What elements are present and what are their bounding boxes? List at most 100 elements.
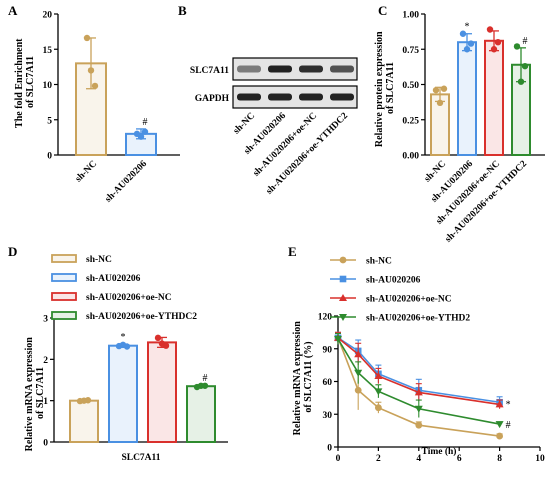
panel-d-legend-label-3: sh-AU020206+oe-YTHDC2 bbox=[86, 312, 197, 322]
panel-c-bar-1 bbox=[457, 41, 477, 157]
panel-a-point-1-1 bbox=[137, 133, 145, 140]
panel-e-legend-marker-2 bbox=[339, 294, 347, 301]
blot-band-1-3 bbox=[330, 93, 354, 101]
panel-a-sig-1: # bbox=[143, 117, 148, 128]
panel-e-point-3-0 bbox=[334, 335, 342, 343]
panel-a-plot: 0 5 10 15 20 # sh-NC sh-AU020206 bbox=[43, 11, 180, 205]
panel-c-label: C bbox=[378, 3, 387, 18]
panel-d-ylabel-line2: of SLC7A11 bbox=[35, 367, 46, 419]
panel-c-bar-2 bbox=[484, 39, 504, 156]
panel-a-category-label-0: sh-NC bbox=[74, 159, 99, 184]
panel-d-ylabel: Relative mRNA expression of SLC7A11 bbox=[24, 335, 46, 452]
panel-d-point-0-2 bbox=[84, 397, 92, 404]
blot-band-0-3 bbox=[330, 65, 354, 73]
panel-a-ylabel-line1: The fold Enrichment bbox=[14, 38, 25, 128]
panel-c-y-tick-label-0: 0.00 bbox=[402, 152, 419, 162]
panel-e-legend-label-2: sh-AU020206+oe-NC bbox=[366, 295, 452, 305]
panel-d-point-3-2 bbox=[201, 382, 209, 389]
blot-row-label-0: SLC7A11 bbox=[190, 66, 229, 76]
panel-d-ylabel-line1: Relative mRNA expression bbox=[24, 337, 35, 452]
blot-band-0-0 bbox=[237, 65, 261, 73]
panel-c-point-2-2 bbox=[494, 39, 502, 46]
panel-a-point-0-1 bbox=[87, 67, 95, 74]
panel-d-bar-3 bbox=[186, 385, 216, 444]
panel-e-y-tick-label-3: 90 bbox=[323, 345, 333, 355]
panel-e-point-3-4 bbox=[495, 421, 504, 429]
panel-e-x-tick-label-5: 10 bbox=[535, 454, 545, 464]
panel-c-ylabel: Relative protein expression of SLC7A11 bbox=[374, 29, 396, 147]
panel-c-sig-3: # bbox=[523, 36, 528, 47]
panel-d: D Relative mRNA expression of SLC7A11 0 1… bbox=[8, 244, 228, 463]
panel-e-point-0-3 bbox=[415, 421, 423, 429]
blot-row-label-1: GAPDH bbox=[195, 94, 230, 104]
panel-a-label: A bbox=[8, 3, 18, 18]
panel-d-plot: 0 1 2 3 * # SLC7A11 sh-NC sh-AU020206 sh-AU020206… bbox=[43, 254, 228, 463]
panel-a-ylabel-line2: of SLC7A11 bbox=[25, 56, 36, 108]
panel-c-y-tick-label-3: 0.75 bbox=[402, 46, 419, 56]
panel-c-point-3-0 bbox=[513, 43, 521, 50]
panel-a-y-tick-label-1: 5 bbox=[47, 116, 52, 126]
panel-e-point-3-2 bbox=[374, 388, 383, 396]
panel-e-ylabel: Relative mRNA expression of SLC7A11 (%) bbox=[292, 319, 314, 436]
panel-d-point-1-2 bbox=[123, 343, 131, 350]
panel-e-x-tick-label-3: 6 bbox=[457, 454, 462, 464]
panel-d-y-tick-label-2: 2 bbox=[43, 356, 48, 366]
panel-d-legend-label-2: sh-AU020206+oe-NC bbox=[86, 293, 172, 303]
panel-e-y-tick-label-4: 120 bbox=[318, 313, 333, 323]
panel-e-x-tick-label-2: 4 bbox=[416, 454, 421, 464]
panel-d-bar-2 bbox=[147, 341, 177, 443]
panel-e-legend-label-3: sh-AU020206+oe-YTHD2 bbox=[366, 314, 470, 324]
panel-c-y-tick-label-2: 0.50 bbox=[402, 81, 419, 91]
panel-e-point-2-2 bbox=[374, 372, 383, 380]
panel-d-sig-3: # bbox=[203, 373, 208, 384]
panel-d-sig-1: * bbox=[121, 332, 126, 343]
panel-e-legend-marker-1 bbox=[339, 275, 347, 283]
panel-e-x-tick-label-1: 2 bbox=[376, 454, 381, 464]
panel-e-sig-1: # bbox=[506, 420, 511, 431]
panel-e-point-0-2 bbox=[375, 404, 382, 412]
panel-d-legend-swatch-2 bbox=[51, 292, 77, 301]
blot-lane-label-0: sh-NC bbox=[232, 111, 257, 136]
panel-e-point-3-1 bbox=[354, 369, 363, 377]
panel-e-point-3-3 bbox=[414, 405, 423, 413]
panel-c-point-1-2 bbox=[467, 40, 475, 47]
blot-band-0-2 bbox=[299, 65, 323, 73]
blot-frame-gapdh bbox=[232, 85, 358, 109]
panel-c-point-3-1 bbox=[517, 78, 525, 85]
panel-a-y-tick-label-2: 10 bbox=[43, 81, 53, 91]
panel-e-xlabel: Time (h) bbox=[422, 446, 457, 457]
panel-d-point-2-0 bbox=[154, 334, 162, 342]
panel-a: A The fold Enrichment of SLC7A11 0 5 10 15 2… bbox=[8, 3, 180, 205]
panel-a-y-tick-label-4: 20 bbox=[43, 11, 53, 21]
panel-e-point-0-1 bbox=[354, 386, 362, 394]
panel-e-sig-0: * bbox=[506, 399, 511, 410]
panel-b: B SLC7A11GAPDHsh-NCsh-AU020206sh-AU02020… bbox=[178, 3, 358, 197]
panel-c-point-0-1 bbox=[436, 99, 444, 107]
panel-a-point-0-2 bbox=[91, 82, 99, 90]
panel-d-y-tick-label-1: 1 bbox=[43, 397, 48, 407]
blot-band-1-1 bbox=[268, 93, 292, 101]
panel-b-label: B bbox=[178, 3, 187, 18]
panel-b-blot: SLC7A11GAPDHsh-NCsh-AU020206sh-AU020206+… bbox=[190, 57, 358, 197]
panel-c-point-1-0 bbox=[459, 30, 467, 37]
panel-d-legend-swatch-0 bbox=[51, 254, 77, 263]
panel-e-point-2-3 bbox=[414, 388, 423, 396]
panel-a-y-tick-label-3: 15 bbox=[43, 46, 53, 56]
panel-e-label: E bbox=[288, 244, 297, 259]
panel-e-y-tick-label-2: 60 bbox=[323, 378, 333, 388]
panel-a-category-label-1: sh-AU020206 bbox=[104, 159, 150, 205]
panel-c-y-tick-label-1: 0.25 bbox=[402, 116, 419, 126]
blot-band-0-1 bbox=[268, 65, 292, 73]
panel-d-legend-label-0: sh-NC bbox=[86, 255, 112, 265]
panel-d-label: D bbox=[8, 244, 17, 259]
panel-a-point-1-2 bbox=[141, 128, 149, 135]
panel-d-legend-swatch-3 bbox=[51, 311, 77, 320]
panel-e-ylabel-line2: of SLC7A11 (%) bbox=[303, 341, 314, 412]
panel-d-legend-swatch-1 bbox=[51, 273, 77, 282]
panel-a-y-tick-label-0: 0 bbox=[47, 152, 52, 162]
panel-e-legend-marker-0 bbox=[339, 256, 347, 264]
panel-e-point-2-4 bbox=[495, 400, 504, 408]
panel-c-ylabel-line1: Relative protein expression bbox=[374, 31, 385, 147]
panel-c-point-0-0 bbox=[432, 86, 440, 94]
panel-e-x-tick-label-0: 0 bbox=[336, 454, 341, 464]
